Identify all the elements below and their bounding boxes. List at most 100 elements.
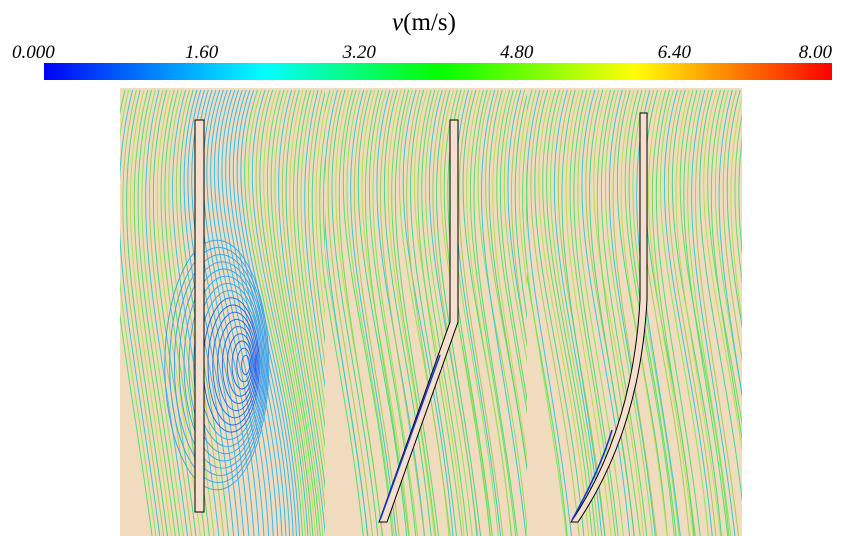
streamline (357, 89, 408, 536)
plate (194, 119, 205, 513)
streamline (296, 89, 325, 430)
streamline (120, 89, 153, 536)
plate (378, 119, 459, 523)
streamline (671, 89, 722, 536)
streamline (325, 89, 364, 536)
streamline (232, 89, 294, 536)
streamline (473, 89, 518, 536)
colorbar-title: v(m/s) (392, 9, 456, 36)
streamline (534, 89, 585, 536)
streamline (346, 89, 395, 536)
streamline (364, 89, 410, 536)
streamline (620, 89, 668, 536)
streamline (469, 89, 517, 536)
streamline (292, 89, 325, 450)
plate-edge (571, 429, 613, 521)
streamline (421, 89, 469, 536)
streamline (581, 89, 631, 536)
streamline (507, 89, 527, 348)
streamline (755, 90, 799, 536)
streamline (141, 89, 184, 536)
streamline (782, 90, 828, 536)
streamline (406, 89, 451, 536)
streamline (315, 106, 325, 320)
streamline (179, 89, 230, 536)
plate (570, 112, 648, 523)
vortex-line (231, 340, 253, 390)
streamline (496, 89, 527, 415)
streamline (481, 89, 527, 536)
streamline (202, 89, 260, 536)
streamline (410, 89, 457, 536)
streamline (350, 89, 397, 536)
streamline (596, 89, 641, 536)
streamline (600, 89, 648, 536)
streamline (683, 89, 729, 536)
vortex-line (164, 239, 270, 491)
streamline (379, 89, 425, 536)
streamline (251, 89, 309, 536)
streamline (156, 89, 201, 536)
streamline (255, 89, 311, 536)
streamline (387, 89, 435, 536)
streamline (149, 89, 193, 536)
streamline (338, 89, 384, 536)
streamline (376, 89, 426, 536)
streamline (651, 89, 696, 536)
vortex-line (236, 347, 252, 383)
tick-label: 4.80 (500, 42, 534, 63)
streamline (605, 89, 653, 536)
streamline (648, 89, 694, 536)
streamline (726, 89, 742, 329)
colorbar (44, 63, 832, 80)
streamline (394, 89, 439, 536)
streamline (183, 89, 235, 536)
unit: (m/s) (403, 9, 456, 36)
streamline (664, 89, 713, 536)
streamline (236, 89, 297, 536)
streamline (655, 89, 701, 536)
streamline (172, 89, 220, 536)
streamline (527, 89, 572, 536)
streamline (244, 89, 303, 536)
streamline (577, 89, 624, 536)
streamline (307, 89, 325, 368)
streamline (417, 89, 463, 536)
vortex-line (193, 282, 263, 448)
streamline (514, 93, 527, 321)
streamline (133, 89, 176, 536)
streamline (285, 89, 325, 490)
vortex-line (173, 254, 267, 476)
streamline (175, 89, 225, 536)
streamline (553, 89, 603, 536)
tick-label: 0.000 (12, 42, 55, 63)
streamline (714, 89, 742, 398)
streamline (436, 89, 482, 536)
streamline (137, 89, 180, 536)
streamline (304, 89, 325, 389)
streamline (266, 89, 319, 536)
streamline (538, 89, 590, 536)
streamline (593, 89, 644, 536)
streamline (766, 90, 810, 536)
streamline (353, 89, 400, 536)
streamline (751, 90, 795, 536)
panels (120, 88, 828, 536)
vortex-line (217, 318, 257, 412)
streamline (206, 89, 265, 536)
streamline (221, 89, 283, 536)
streamline (616, 89, 668, 536)
streamline (546, 89, 597, 536)
streamline (730, 96, 742, 323)
streamline (361, 89, 410, 536)
streamline (247, 89, 306, 536)
streamline (510, 89, 527, 348)
streamline (213, 89, 274, 536)
streamline (383, 89, 432, 536)
streamline (608, 89, 656, 536)
streamline (699, 89, 742, 503)
streamline (774, 90, 818, 536)
streamline (703, 89, 742, 453)
streamline (778, 90, 825, 536)
